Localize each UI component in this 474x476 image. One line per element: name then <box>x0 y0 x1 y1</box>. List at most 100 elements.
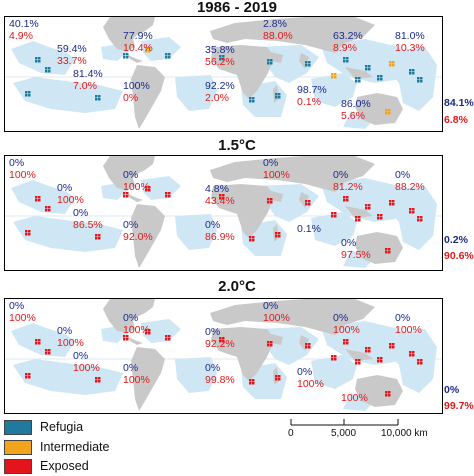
region-exposed-label: 10.4% <box>123 42 153 54</box>
ocean-region <box>343 111 373 129</box>
region-exposed-label: 100% <box>123 374 150 386</box>
reef-cell <box>368 204 371 207</box>
global-refugia-label: 0.2% <box>444 234 468 246</box>
landmass <box>103 17 155 51</box>
reef-cell <box>365 207 368 210</box>
reef-cell <box>25 233 28 236</box>
reef-cell <box>267 344 270 347</box>
reef-cell <box>417 359 420 362</box>
reef-cell <box>417 77 420 80</box>
reef-cell <box>145 186 148 189</box>
reef-cell <box>148 186 151 189</box>
region-exposed-label: 10.3% <box>395 42 425 54</box>
reef-cell <box>267 62 270 65</box>
reef-cell <box>219 197 222 200</box>
reef-cell <box>365 347 368 350</box>
reef-cell <box>222 197 225 200</box>
region-refugia-label: 0% <box>73 350 89 362</box>
region-exposed-label: 8.9% <box>333 42 357 54</box>
reef-cell <box>275 378 278 381</box>
reef-cell <box>334 355 337 358</box>
reef-cell <box>305 346 308 349</box>
region-refugia-label: 0% <box>123 219 139 231</box>
region-exposed-label: 86.9% <box>205 231 235 243</box>
reef-cell <box>222 337 225 340</box>
reef-cell <box>420 362 423 365</box>
region-exposed-label: 7.0% <box>73 80 97 92</box>
reef-cell <box>412 354 415 357</box>
reef-cell <box>148 332 151 335</box>
reef-cell <box>275 375 278 378</box>
reef-cell <box>305 343 308 346</box>
reef-cell <box>98 237 101 240</box>
reef-cell <box>38 342 41 345</box>
region-refugia-label: 0% <box>73 207 89 219</box>
reef-cell <box>365 350 368 353</box>
reef-cell <box>95 237 98 240</box>
reef-cell <box>358 219 361 222</box>
reef-cell <box>278 93 281 96</box>
legend-item-exposed: Exposed <box>4 459 204 474</box>
reef-cell <box>249 382 252 385</box>
reef-cell <box>252 382 255 385</box>
reef-cell <box>222 58 225 61</box>
landmass <box>131 347 165 411</box>
ocean-region <box>13 359 123 395</box>
region-exposed-label: 100% <box>263 312 290 324</box>
reef-cell <box>343 196 346 199</box>
reef-cell <box>126 56 129 59</box>
region-refugia-label: 0% <box>263 300 279 312</box>
reef-cell <box>35 60 38 63</box>
reef-cell <box>420 219 423 222</box>
region-exposed-label: 100% <box>333 324 360 336</box>
panel-title: 1986 - 2019 <box>196 0 278 16</box>
landmass <box>345 349 373 361</box>
region-exposed-label: 99.8% <box>205 374 235 386</box>
reef-cell <box>409 72 412 75</box>
reef-cell <box>417 362 420 365</box>
reef-cell <box>270 198 273 201</box>
landmass <box>299 53 309 69</box>
reef-cell <box>343 342 346 345</box>
reef-cell <box>385 112 388 115</box>
reef-cell <box>95 98 98 101</box>
reef-cell <box>388 109 391 112</box>
region-refugia-label: 63.2% <box>333 30 363 42</box>
reef-cell <box>417 216 420 219</box>
ocean-region <box>175 214 217 250</box>
reef-cell <box>305 200 308 203</box>
map-panel: 0% 100% 0% 100% 0% 100% 0% 100% 0% 100% 0% 100% 0% 92… <box>4 298 443 414</box>
reef-cell <box>368 65 371 68</box>
region-refugia-label: 2.8% <box>263 18 287 30</box>
landmass <box>345 67 373 79</box>
region-refugia-label: 0% <box>333 312 349 324</box>
reef-cell <box>25 94 28 97</box>
reef-cell <box>355 219 358 222</box>
region-exposed-label: 0.1% <box>297 96 321 108</box>
reef-cell <box>25 91 28 94</box>
reef-cell <box>331 212 334 215</box>
reef-cell <box>123 192 126 195</box>
reef-cell <box>126 338 129 341</box>
reef-cell <box>358 80 361 83</box>
world-map <box>5 299 442 411</box>
reef-cell <box>377 357 380 360</box>
reef-cell <box>252 100 255 103</box>
reef-cell <box>38 196 41 199</box>
reef-cell <box>392 61 395 64</box>
global-exposed-label: 6.8% <box>444 114 468 126</box>
reef-cell <box>334 212 337 215</box>
reef-cell <box>267 341 270 344</box>
reef-cell <box>409 354 412 357</box>
reef-cell <box>308 346 311 349</box>
reef-cell <box>388 394 391 397</box>
reef-cell <box>252 379 255 382</box>
reef-cell <box>308 64 311 67</box>
reef-cell <box>368 207 371 210</box>
landmass <box>211 184 275 238</box>
reef-cell <box>48 209 51 212</box>
landmass <box>103 299 155 333</box>
reef-cell <box>385 109 388 112</box>
reef-cell <box>219 58 222 61</box>
reef-cell <box>168 338 171 341</box>
